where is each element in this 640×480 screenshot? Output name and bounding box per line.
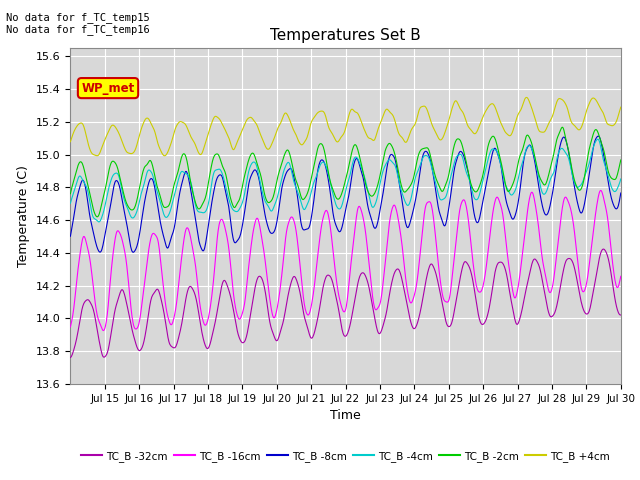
- Text: No data for f_TC_temp15
No data for f_TC_temp16: No data for f_TC_temp15 No data for f_TC…: [6, 12, 150, 36]
- Line: TC_B -2cm: TC_B -2cm: [70, 127, 621, 217]
- TC_B -32cm: [67, 355, 74, 360]
- TC_B -4cm: [617, 176, 625, 182]
- TC_B -32cm: [496, 259, 504, 265]
- TC_B -2cm: [559, 124, 566, 130]
- TC_B +4cm: [523, 95, 531, 100]
- TC_B +4cm: [497, 119, 504, 124]
- TC_B -16cm: [617, 274, 625, 279]
- TC_B -8cm: [497, 160, 504, 166]
- TC_B -4cm: [67, 200, 74, 206]
- TC_B -8cm: [129, 250, 137, 255]
- TC_B -2cm: [554, 133, 562, 139]
- TC_B -16cm: [67, 324, 74, 330]
- TC_B -8cm: [554, 156, 561, 162]
- TC_B -8cm: [67, 233, 74, 239]
- Line: TC_B -8cm: TC_B -8cm: [70, 136, 621, 252]
- TC_B -2cm: [402, 189, 410, 194]
- TC_B -32cm: [554, 299, 561, 304]
- TC_B -32cm: [152, 287, 160, 293]
- TC_B -4cm: [594, 136, 602, 142]
- TC_B -16cm: [597, 188, 605, 193]
- TC_B +4cm: [127, 151, 134, 156]
- Legend: TC_B -32cm, TC_B -16cm, TC_B -8cm, TC_B -4cm, TC_B -2cm, TC_B +4cm: TC_B -32cm, TC_B -16cm, TC_B -8cm, TC_B …: [77, 447, 614, 466]
- TC_B +4cm: [67, 139, 74, 144]
- TC_B -4cm: [497, 160, 504, 166]
- TC_B -8cm: [152, 195, 160, 201]
- Line: TC_B +4cm: TC_B +4cm: [70, 97, 621, 156]
- Text: WP_met: WP_met: [81, 82, 134, 95]
- TC_B -4cm: [554, 153, 561, 158]
- TC_B -32cm: [401, 292, 409, 298]
- TC_B +4cm: [554, 96, 562, 102]
- TC_B -2cm: [617, 157, 625, 163]
- TC_B -16cm: [127, 306, 135, 312]
- TC_B -16cm: [554, 239, 562, 245]
- TC_B +4cm: [161, 153, 168, 158]
- Line: TC_B -16cm: TC_B -16cm: [70, 191, 621, 331]
- TC_B -2cm: [127, 207, 135, 213]
- TC_B -8cm: [127, 244, 134, 250]
- TC_B -8cm: [595, 133, 602, 139]
- TC_B -32cm: [127, 320, 134, 325]
- TC_B -2cm: [67, 191, 74, 197]
- TC_B -32cm: [600, 246, 607, 252]
- TC_B +4cm: [152, 133, 160, 139]
- TC_B -2cm: [93, 214, 101, 220]
- TC_B -16cm: [554, 243, 561, 249]
- TC_B -16cm: [402, 275, 410, 281]
- TC_B -32cm: [617, 312, 625, 318]
- TC_B -8cm: [617, 190, 625, 196]
- TC_B -2cm: [554, 134, 561, 140]
- X-axis label: Time: Time: [330, 409, 361, 422]
- Line: TC_B -32cm: TC_B -32cm: [70, 249, 621, 358]
- TC_B -4cm: [95, 219, 103, 225]
- TC_B +4cm: [617, 104, 625, 110]
- TC_B +4cm: [402, 140, 410, 145]
- Y-axis label: Temperature (C): Temperature (C): [17, 165, 30, 267]
- TC_B -4cm: [127, 214, 135, 220]
- TC_B -2cm: [152, 181, 160, 187]
- Line: TC_B -4cm: TC_B -4cm: [70, 139, 621, 222]
- TC_B -16cm: [497, 201, 504, 207]
- TC_B -4cm: [402, 200, 410, 206]
- TC_B +4cm: [555, 96, 563, 102]
- TC_B -2cm: [497, 156, 504, 162]
- Title: Temperatures Set B: Temperatures Set B: [270, 28, 421, 43]
- TC_B -8cm: [554, 153, 562, 159]
- TC_B -8cm: [402, 220, 410, 226]
- TC_B -32cm: [554, 301, 561, 307]
- TC_B -16cm: [100, 328, 108, 334]
- TC_B -16cm: [152, 234, 160, 240]
- TC_B -4cm: [554, 151, 562, 157]
- TC_B -4cm: [152, 186, 160, 192]
